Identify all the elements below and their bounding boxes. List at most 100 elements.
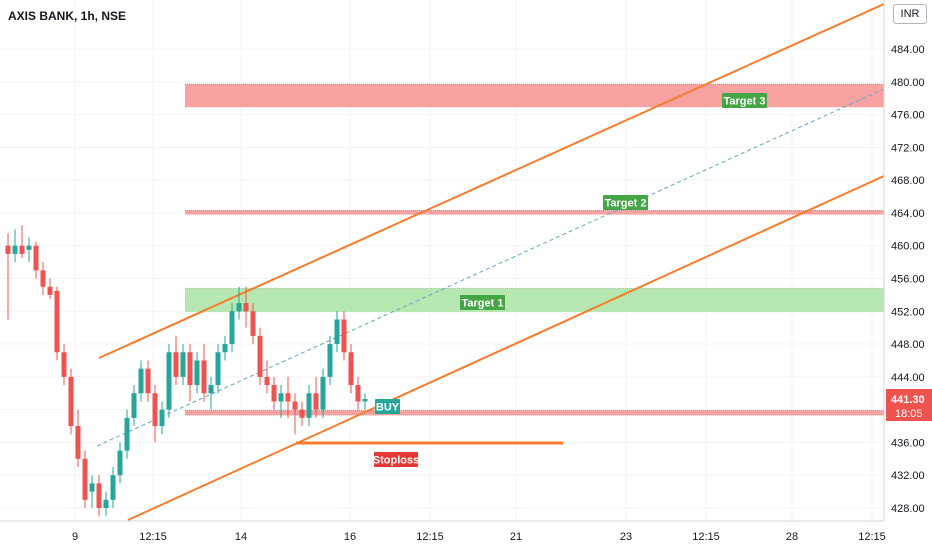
candle-body: [145, 368, 151, 394]
label-target-1: Target 1: [462, 298, 504, 310]
candle-body: [89, 483, 95, 492]
candle-body: [131, 393, 137, 418]
price-tick-label: 444.00: [891, 372, 925, 384]
candle-body: [96, 483, 102, 508]
candle-body: [299, 409, 305, 418]
candle-body: [236, 303, 242, 312]
time-tick-label: 23: [620, 531, 632, 543]
label-target-3: Target 3: [724, 96, 766, 108]
candle-body: [362, 398, 368, 402]
candle-body: [159, 409, 165, 427]
channel-mid: [96, 88, 885, 447]
currency-selector[interactable]: INR: [893, 4, 927, 24]
label-buy: BUY: [376, 402, 400, 414]
price-channel: [96, 3, 885, 521]
candle-body: [306, 393, 312, 418]
candle-body: [82, 458, 88, 500]
candle-body: [348, 352, 354, 386]
label-stoploss-bg: [374, 452, 418, 467]
time-tick-label: 12:15: [139, 531, 167, 543]
time-axis[interactable]: 9 12:15 14 16 12:15 21 23 12:15 28 12:15: [0, 520, 886, 543]
candle-body: [117, 450, 123, 476]
candle-body: [355, 385, 361, 402]
candle-body: [75, 426, 81, 459]
candle-body: [47, 286, 53, 295]
time-tick-label: 9: [72, 531, 78, 543]
target-zones: [185, 83, 884, 416]
time-tick-label: 12:15: [416, 531, 444, 543]
price-tick-label: 456.00: [891, 274, 925, 286]
last-price-box: [886, 388, 932, 421]
candle-body: [124, 417, 130, 451]
candle-body: [26, 245, 32, 250]
candle-body: [12, 245, 18, 254]
candle-body: [285, 393, 291, 402]
symbol-title[interactable]: AXIS BANK, 1h, NSE: [8, 9, 127, 23]
candle-body: [180, 352, 186, 377]
candle-body: [327, 344, 333, 377]
time-tick-label: 28: [786, 531, 798, 543]
label-target-2-bg: [603, 195, 648, 210]
label-buy-bg: [375, 399, 400, 414]
price-tick-label: 436.00: [891, 437, 925, 449]
time-tick-label: 16: [344, 531, 356, 543]
zone-target-1: [185, 288, 884, 313]
candle-body: [138, 368, 144, 394]
zone-target-2: [185, 210, 884, 215]
candle-body: [257, 335, 263, 377]
price-axis[interactable]: 428.00432.00436.00440.00444.00448.00452.…: [883, 0, 932, 521]
candle-body: [187, 352, 193, 386]
label-target-2: Target 2: [605, 198, 647, 210]
time-tick-label: 12:15: [858, 531, 886, 543]
candle-body: [68, 376, 74, 427]
last-price-label: 441.30: [891, 394, 925, 406]
time-tick-label: 12:15: [692, 531, 720, 543]
candle-body: [264, 376, 270, 386]
annotation-labels: Target 3 Target 2 Target 1 BUY Stoploss: [373, 93, 767, 467]
candle-body: [33, 245, 39, 271]
candle-body: [103, 499, 109, 508]
zone-entry: [185, 410, 884, 416]
time-tick-label: 14: [235, 531, 247, 543]
countdown-label: 18:05: [895, 408, 923, 420]
price-tick-label: 484.00: [891, 44, 925, 56]
candle-body: [173, 352, 179, 377]
candle-body: [208, 385, 214, 394]
candle-body: [278, 393, 284, 402]
candle-body: [152, 393, 158, 427]
price-tick-label: 428.00: [891, 503, 925, 515]
candle-body: [334, 319, 340, 345]
candle-body: [292, 401, 298, 410]
candle-body: [110, 475, 116, 500]
candles: [5, 225, 368, 517]
candle-body: [61, 352, 67, 377]
price-tick-label: 464.00: [891, 208, 925, 220]
candle-body: [313, 393, 319, 410]
price-tick-label: 480.00: [891, 77, 925, 89]
gridlines: [0, 0, 884, 521]
price-tick-label: 432.00: [891, 470, 925, 482]
candle-body: [194, 360, 200, 386]
label-target-1-bg: [460, 295, 505, 310]
candle-body: [5, 245, 11, 254]
candle-body: [215, 352, 221, 386]
zone-target-3: [185, 84, 884, 108]
candle-body: [166, 352, 172, 410]
candle-body: [271, 385, 277, 402]
candle-body: [341, 319, 347, 353]
label-target-3-bg: [722, 93, 767, 108]
time-tick-label: 21: [510, 531, 522, 543]
candle-body: [54, 290, 60, 353]
channel-lower: [127, 175, 885, 521]
price-tick-label: 468.00: [891, 175, 925, 187]
candle-body: [243, 303, 249, 312]
candle-body: [19, 245, 25, 254]
candle-body: [201, 360, 207, 394]
channel-upper: [98, 3, 885, 359]
candle-body: [229, 311, 235, 345]
label-stoploss: Stoploss: [373, 455, 419, 467]
price-tick-label: 452.00: [891, 306, 925, 318]
candle-body: [250, 311, 256, 336]
